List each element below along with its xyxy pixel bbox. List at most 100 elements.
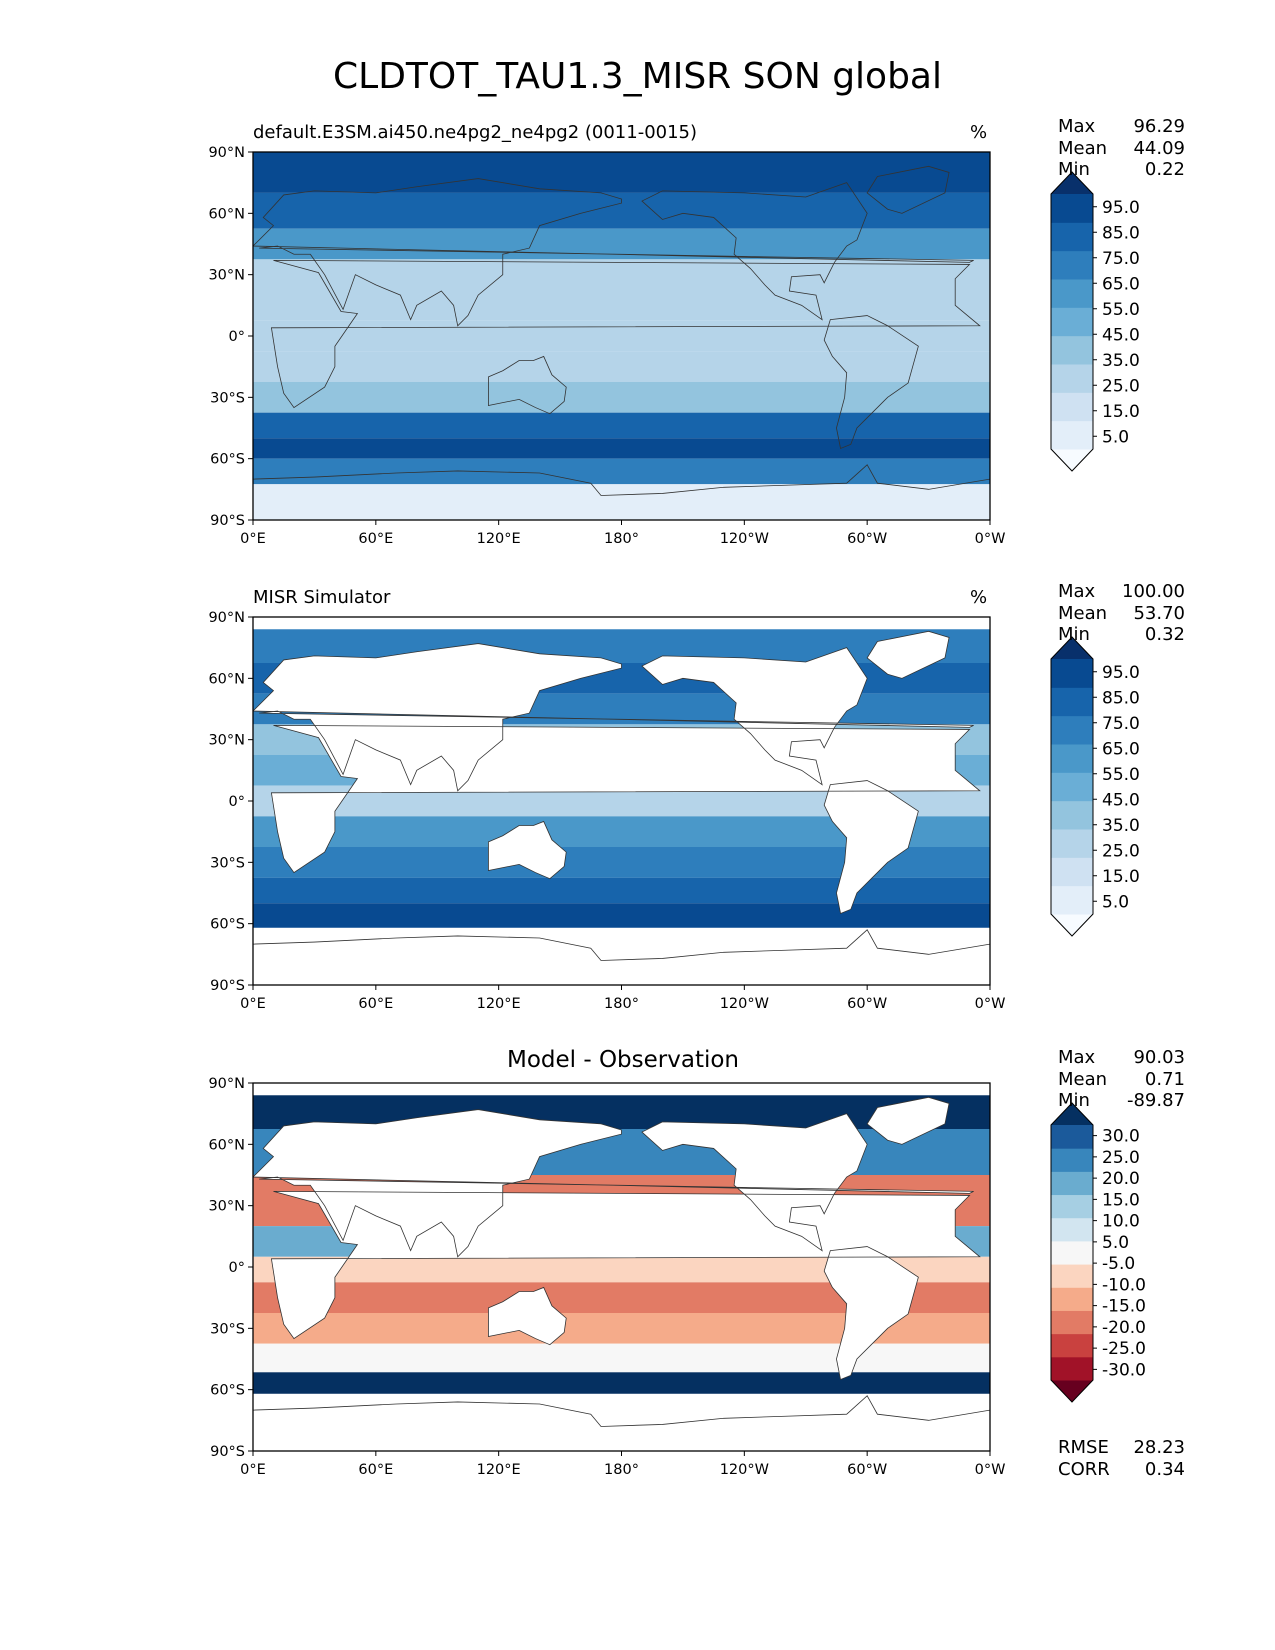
- colorbar-tick-label: 55.0: [1102, 300, 1140, 320]
- coastline-south-america: [823, 1246, 919, 1380]
- colorbar-segment: [1051, 250, 1093, 280]
- coastline-south-america: [823, 780, 919, 914]
- colorbar-tick-label: 65.0: [1102, 274, 1140, 294]
- land-mask-south-america: [824, 1246, 919, 1380]
- stat-row: Max 90.03: [1058, 1047, 1185, 1069]
- land-mask-greenland: [867, 1097, 950, 1145]
- stat-value: 44.09: [1133, 137, 1185, 159]
- stat-row: RMSE 28.23: [1058, 1437, 1185, 1459]
- zonal-band: [253, 1343, 990, 1373]
- colorbar-tick-label: -20.0: [1102, 1318, 1146, 1338]
- coastline-australia: [488, 820, 567, 880]
- colorbar-segment: [1051, 222, 1093, 252]
- colorbar-segment: [1051, 1148, 1093, 1172]
- x-tick-label: 120°W: [720, 1462, 769, 1478]
- y-tick-label: 60°S: [210, 1383, 245, 1399]
- stat-value: 96.29: [1133, 116, 1185, 137]
- y-tick-label: 30°S: [210, 855, 245, 871]
- colorbar-tick-label: 45.0: [1102, 790, 1140, 810]
- zonal-band: [253, 1093, 990, 1129]
- y-tick-label: 0°: [229, 1260, 245, 1276]
- colorbar-segment: [1051, 1310, 1093, 1335]
- y-tick-label: 90°S: [210, 513, 245, 529]
- panel-center-title: Model - Observation: [506, 1047, 740, 1073]
- colorbar-tick-label: 25.0: [1102, 841, 1140, 861]
- land-mask-eurasia: [253, 1109, 974, 1257]
- stat-row: Max 100.00: [1058, 581, 1185, 603]
- colorbar-segment: [1051, 1171, 1093, 1196]
- x-tick-label: 180°: [604, 1462, 639, 1478]
- zonal-band: [253, 351, 990, 382]
- zonal-band: [253, 484, 990, 520]
- coastline-south-america: [823, 315, 919, 449]
- y-tick-label: 30°S: [210, 390, 245, 406]
- y-tick-label: 90°N: [208, 1076, 245, 1092]
- stat-label: RMSE: [1058, 1437, 1109, 1458]
- coastlines-reference: [253, 630, 990, 961]
- zonal-band: [253, 382, 990, 413]
- colorbar-segment: [1051, 857, 1093, 887]
- stat-row: Mean 44.09: [1058, 138, 1185, 160]
- colorbar-tick-label: 55.0: [1102, 765, 1140, 785]
- stat-row: Min 0.22: [1058, 159, 1185, 181]
- colorbar-outline: [1050, 1102, 1094, 1403]
- x-tick-label: 0°W: [975, 531, 1006, 547]
- coastline-greenland: [866, 1096, 950, 1145]
- figure-title: CLDTOT_TAU1.3_MISR SON global: [333, 56, 942, 97]
- y-tick-label: 60°S: [210, 452, 245, 468]
- colorbar-segment: [1051, 744, 1093, 773]
- land-mask-greenland: [867, 631, 950, 679]
- coastline-africa: [270, 724, 981, 874]
- y-tick-label: 60°N: [208, 671, 245, 687]
- stat-value: 28.23: [1133, 1437, 1185, 1458]
- stat-label: Mean: [1058, 602, 1108, 624]
- stat-row: Min 0.32: [1058, 624, 1185, 646]
- coastline-antarctica: [253, 1395, 990, 1427]
- colorbar-tick-label: -30.0: [1102, 1360, 1146, 1380]
- coastline-greenland: [866, 165, 950, 214]
- colorbar-segment: [1051, 772, 1093, 802]
- stats-block: Max 96.29 Mean 44.09 Min 0.22: [1058, 116, 1185, 181]
- panel-left-title: default.E3SM.ai450.ne4pg2_ne4pg2 (0011-0…: [253, 122, 698, 143]
- colorbar-segment: [1051, 420, 1093, 450]
- coastline-north-america: [641, 182, 868, 321]
- stat-row: Mean 53.70: [1058, 603, 1185, 625]
- stat-label: Min: [1058, 624, 1090, 645]
- colorbar-segment: [1051, 1240, 1093, 1265]
- land-mask-north-america: [641, 1113, 868, 1251]
- stat-value: 100.00: [1122, 581, 1185, 602]
- land-mask-australia: [488, 821, 567, 879]
- colorbar-tick-label: 85.0: [1102, 223, 1140, 243]
- colorbar-segment: [1051, 1194, 1093, 1219]
- zonal-band: [253, 192, 990, 229]
- y-tick-label: 90°N: [208, 145, 245, 161]
- stat-label: Max: [1058, 581, 1096, 602]
- x-tick-label: 60°E: [358, 531, 393, 547]
- colorbar-diff: 30.025.020.015.010.05.0-5.0-10.0-15.0-20…: [1050, 1102, 1146, 1403]
- colorbar-over-triangle: [1051, 1103, 1093, 1125]
- y-tick-label: 0°: [229, 794, 245, 810]
- colorbar-segment: [1051, 885, 1093, 915]
- colorbar-tick-label: 75.0: [1102, 249, 1140, 269]
- stat-value: -89.87: [1126, 1090, 1185, 1111]
- colorbar-tick-label: 30.0: [1102, 1127, 1140, 1147]
- colorbar-tick-label: -15.0: [1102, 1297, 1146, 1317]
- coastline-antarctica: [253, 464, 990, 496]
- colorbar-segment: [1051, 800, 1093, 830]
- no-data-north: [253, 617, 990, 630]
- panel-reference: 0°E 60°E 120°E 180° 120°W 60°W 0°W 90°N 60°N 30°N…: [208, 610, 1139, 1012]
- coastline-africa: [270, 259, 981, 409]
- colorbar-tick-label: 15.0: [1102, 1190, 1140, 1210]
- colorbar-tick-label: 20.0: [1102, 1169, 1140, 1189]
- x-tick-label: 120°W: [720, 996, 769, 1012]
- x-tick-label: 60°W: [847, 531, 887, 547]
- extra-stats-block: RMSE 28.23 CORR 0.34: [1058, 1437, 1185, 1480]
- x-tick-label: 0°W: [975, 1462, 1006, 1478]
- x-tick-label: 0°E: [240, 996, 266, 1012]
- coastline-greenland: [866, 630, 950, 679]
- colorbar-under-triangle: [1051, 449, 1093, 471]
- x-tick-label: 0°E: [240, 1462, 266, 1478]
- stat-label: Max: [1058, 116, 1096, 137]
- colorbar-tick-label: 65.0: [1102, 739, 1140, 759]
- x-tick-label: 120°W: [720, 531, 769, 547]
